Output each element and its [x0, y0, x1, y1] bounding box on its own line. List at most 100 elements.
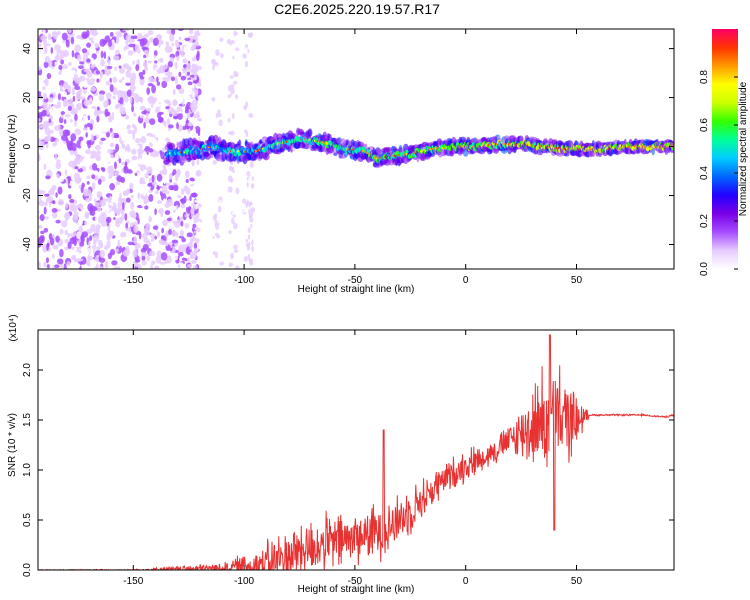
spectrogram-marks	[38, 29, 674, 269]
spectrogram-noise-point	[94, 201, 100, 208]
spectrogram-noise-point	[168, 228, 172, 236]
spectrogram-noise-point	[86, 180, 90, 185]
spectrogram-noise-point	[48, 103, 51, 110]
spectrogram-noise-point	[156, 231, 161, 238]
spectrogram-noise-point	[187, 257, 191, 263]
spectrogram-noise-point	[127, 50, 134, 56]
spectrogram-noise-point	[141, 46, 149, 51]
spectrogram-noise-point	[132, 131, 136, 141]
spectrogram-noise-point	[184, 109, 189, 114]
spectrogram-noise-point	[49, 93, 54, 99]
spectrogram-noise-point	[194, 199, 200, 203]
spectrogram-noise-point	[71, 87, 76, 96]
spectrogram-noise-point	[195, 225, 198, 232]
spectrogram-noise-point	[100, 137, 106, 141]
spectrogram-noise-point	[122, 93, 126, 101]
spectrogram-noise-point	[133, 235, 138, 245]
spectrogram-noise-point	[251, 175, 254, 182]
spectrogram-noise-point	[64, 169, 68, 176]
spectrogram-noise-point	[187, 35, 194, 43]
spectrogram-noise-point	[172, 108, 175, 114]
spectrogram-noise-point	[234, 47, 240, 52]
spectrogram-noise-point	[38, 139, 43, 148]
spectrogram-noise-point	[117, 201, 123, 210]
spectrogram-noise-point	[151, 174, 155, 183]
spectrogram-noise-point	[95, 224, 101, 230]
spectrogram-noise-point	[190, 207, 194, 214]
spectrogram-noise-point	[229, 53, 234, 58]
spectrogram-noise-point	[235, 187, 240, 195]
spectrogram-noise-point	[249, 170, 253, 176]
spectrogram-noise-point	[128, 38, 135, 43]
spectrogram-noise-point	[233, 244, 238, 250]
spectrogram-noise-point	[217, 265, 222, 269]
spectrogram-noise-point	[45, 142, 49, 149]
spectrogram-noise-point	[125, 69, 131, 78]
spectrogram-noise-point	[182, 58, 188, 64]
spectrogram-noise-point	[93, 170, 99, 175]
spectrogram-noise-point	[76, 104, 80, 110]
spectrogram-noise-point	[119, 68, 125, 74]
spectrogram-noise-point	[54, 61, 58, 67]
spectrogram-noise-point	[219, 261, 225, 266]
snr-x-tick-label: -150	[123, 576, 143, 587]
spectrogram-noise-point	[219, 37, 224, 42]
spectrogram-noise-point	[120, 231, 127, 238]
spectrogram-noise-point	[159, 57, 164, 63]
spectrogram-noise-point	[127, 124, 131, 129]
spectrogram-noise-point	[46, 242, 50, 251]
spectrogram-noise-point	[245, 201, 249, 208]
spectrogram-noise-point	[143, 210, 150, 217]
spectrogram-noise-point	[81, 250, 86, 255]
spectrogram-noise-point	[42, 29, 46, 36]
spectrogram-noise-point	[118, 79, 123, 84]
spectrogram-noise-point	[125, 82, 131, 86]
spectrogram-noise-point	[148, 215, 153, 223]
spectrogram-noise-point	[123, 165, 127, 171]
spectrogram-noise-point	[217, 81, 221, 86]
spectrogram-noise-point	[60, 111, 65, 115]
spectrogram-noise-point	[48, 97, 54, 103]
spectrogram-noise-point	[45, 257, 49, 264]
spectrogram-noise-point	[106, 240, 111, 249]
colorbar: 0.0 0.2 0.4 0.6 0.8 Normalized spectral ampl…	[699, 29, 749, 276]
spectrogram-noise-point	[50, 47, 54, 54]
spectrogram-noise-point	[229, 165, 234, 172]
spectrogram-noise-point	[194, 72, 198, 77]
spectrogram-noise-point	[226, 38, 232, 45]
spectrogram-noise-point	[138, 71, 144, 78]
spectrogram-noise-point	[52, 244, 59, 250]
spectrogram-noise-point	[186, 263, 192, 268]
spectrogram-noise-point	[168, 172, 173, 180]
spectrogram-noise-point	[85, 197, 91, 203]
spectrogram-noise-point	[212, 160, 217, 165]
spectrogram-noise-point	[115, 181, 121, 186]
spectrogram-noise-point	[68, 62, 72, 66]
spectrogram-noise-point	[151, 139, 158, 145]
spectrogram-noise-point	[212, 235, 215, 240]
spectrogram-noise-point	[38, 200, 45, 207]
spectrogram-noise-point	[248, 241, 251, 248]
spectrogram-noise-point	[233, 222, 238, 230]
spectrogram-noise-point	[249, 161, 254, 168]
spectrogram-noise-point	[87, 115, 91, 121]
spectrogram-noise-point	[158, 124, 165, 128]
spectrogram-noise-point	[51, 207, 58, 213]
spectrogram-noise-point	[69, 180, 76, 187]
spectrogram-noise-point	[63, 98, 68, 108]
spectrogram-noise-point	[134, 266, 139, 269]
spectrogram-noise-point	[119, 136, 122, 144]
spectrogram-noise-point	[129, 222, 135, 228]
spectrogram-noise-point	[243, 256, 249, 262]
spectrogram-y-tick-label: -20	[22, 188, 33, 203]
spectrogram-noise-point	[54, 264, 60, 269]
spectrogram-noise-point	[186, 71, 191, 76]
spectrogram-noise-point	[164, 210, 171, 215]
spectrogram-noise-point	[242, 53, 247, 59]
spectrogram-noise-point	[117, 239, 121, 248]
spectrogram-noise-point	[71, 255, 76, 260]
spectrogram-noise-point	[103, 51, 107, 60]
spectrogram-noise-point	[251, 239, 254, 246]
spectrogram-noise-point	[233, 80, 238, 85]
spectrogram-noise-point	[40, 35, 48, 41]
